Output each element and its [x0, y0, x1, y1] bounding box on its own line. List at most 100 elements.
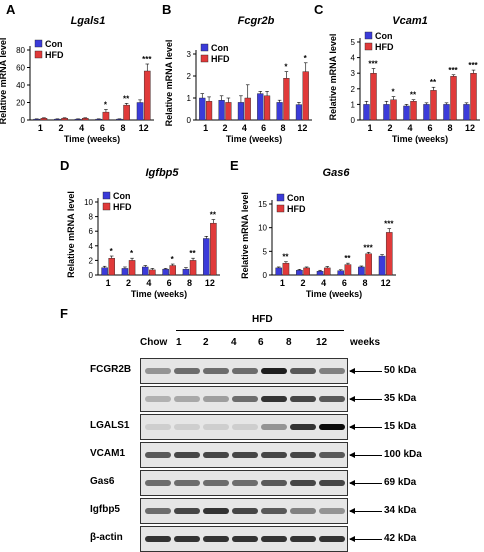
blot-band — [203, 536, 229, 542]
bar-hfd — [81, 118, 89, 121]
x-tick-label: 12 — [381, 278, 391, 288]
y-tick-label: 3 — [187, 50, 192, 59]
blot-row — [140, 358, 348, 384]
panel-label-c: C — [314, 2, 324, 17]
bar-con — [136, 102, 144, 121]
blot-band — [319, 368, 345, 374]
y-axis-label: Relative mRNA level — [240, 192, 250, 279]
blot-row-label: VCAM1 — [90, 448, 126, 459]
chart-title: Fcgr2b — [238, 15, 275, 27]
x-tick-label: 4 — [407, 123, 412, 133]
legend-label: HFD — [287, 204, 306, 214]
western-blot: HFD Chow 1 2 4 6 8 12 weeks FCGR2B 50 kDa 35 kDa… — [0, 300, 484, 552]
blot-band — [145, 396, 171, 402]
bar-hfd — [410, 101, 417, 121]
kda-label: 100 kDa — [384, 449, 422, 460]
hfd-group-label: HFD — [252, 314, 273, 325]
bar-hfd — [263, 95, 271, 121]
legend-swatch — [102, 191, 111, 200]
bar-con — [316, 271, 324, 276]
chart-title: Igfbp5 — [146, 167, 180, 179]
y-tick-label: 0 — [89, 271, 94, 280]
blot-band — [145, 452, 171, 458]
chart-e: Gas6 Relative mRNA level 0 5 10 15 1 ** 2 4 6 ** 8 **… — [240, 167, 396, 299]
blot-band — [174, 536, 200, 542]
bar-hfd — [303, 267, 310, 276]
x-tick-label: 8 — [280, 123, 285, 133]
x-tick-label: 4 — [79, 123, 84, 133]
blot-band — [232, 452, 258, 458]
bar-con — [162, 268, 169, 276]
x-tick-label: 6 — [167, 278, 172, 288]
chart-title: Vcam1 — [392, 15, 427, 27]
y-tick-label: 4 — [89, 242, 94, 251]
legend-swatch — [102, 202, 111, 211]
bar-hfd — [149, 269, 156, 276]
blot-row — [140, 414, 348, 440]
x-tick-label: 8 — [187, 278, 192, 288]
blot-band — [232, 424, 258, 430]
y-tick-label: 10 — [84, 198, 93, 207]
bar-con — [463, 104, 470, 121]
lane-label: 4 — [231, 337, 237, 348]
legend-label: Con — [287, 193, 305, 203]
bar-hfd — [205, 101, 213, 121]
y-tick-label: 60 — [16, 64, 25, 73]
blot-band — [232, 480, 258, 486]
blot-row — [140, 386, 348, 412]
significance-label: * — [171, 255, 175, 264]
significance-label: ** — [210, 211, 217, 220]
blot-band — [290, 452, 316, 458]
blot-band — [145, 480, 171, 486]
bar-con — [121, 268, 129, 276]
x-tick-label: 6 — [100, 123, 105, 133]
bar-hfd — [385, 232, 393, 276]
bar-con — [363, 104, 370, 121]
y-tick-label: 0 — [263, 271, 268, 280]
bar-con — [295, 104, 303, 121]
lane-label: 6 — [258, 337, 264, 348]
legend-swatch — [276, 193, 285, 202]
bar-hfd — [370, 72, 377, 121]
x-tick-label: 6 — [261, 123, 266, 133]
bar-con — [33, 118, 41, 121]
blot-row — [140, 498, 348, 524]
bar-con — [443, 104, 450, 121]
blot-band — [203, 396, 229, 402]
blot-band — [261, 508, 287, 514]
blot-band — [232, 508, 258, 514]
significance-label: * — [104, 101, 108, 110]
significance-label: *** — [363, 243, 373, 252]
y-axis-label: Relative mRNA level — [328, 34, 338, 121]
blot-band — [232, 396, 258, 402]
legend-label: Con — [113, 191, 131, 201]
bar-con — [182, 268, 190, 276]
y-tick-label: 15 — [258, 200, 267, 209]
blot-band — [261, 396, 287, 402]
legend-label: Con — [45, 39, 63, 49]
y-tick-label: 0 — [351, 116, 356, 125]
y-tick-label: 2 — [89, 256, 94, 265]
blot-band — [232, 536, 258, 542]
blot-row-label: Igfbp5 — [90, 504, 120, 515]
bar-hfd — [128, 260, 136, 276]
bar-con — [296, 270, 303, 276]
legend-label: Con — [375, 31, 393, 41]
blot-band — [203, 508, 229, 514]
x-tick-label: 1 — [106, 278, 111, 288]
x-axis-label: Time (weeks) — [64, 134, 120, 144]
y-tick-label: 4 — [351, 54, 356, 63]
blot-band — [174, 452, 200, 458]
bar-con — [337, 270, 345, 276]
legend-label: HFD — [211, 54, 230, 64]
blot-row-label: FCGR2B — [90, 364, 132, 375]
x-tick-label: 2 — [300, 278, 305, 288]
blot-band — [290, 424, 316, 430]
y-tick-label: 8 — [89, 213, 94, 222]
x-tick-label: 1 — [280, 278, 285, 288]
blot-band — [290, 480, 316, 486]
y-tick-label: 10 — [258, 224, 267, 233]
bar-hfd — [123, 104, 130, 121]
x-tick-label: 2 — [126, 278, 131, 288]
x-axis-label: Time (weeks) — [131, 289, 187, 299]
